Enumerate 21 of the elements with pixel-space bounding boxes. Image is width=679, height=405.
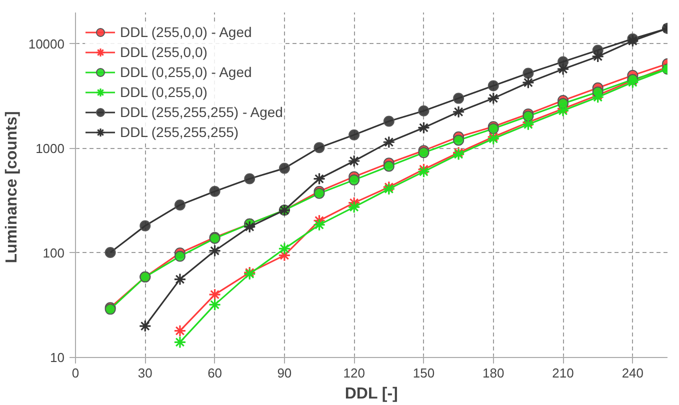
- legend-label: DDL (255,255,255): [120, 123, 239, 141]
- x-axis-title: DDL [-]: [344, 386, 398, 402]
- y-tick-label: 10000: [28, 36, 65, 52]
- y-tick-label: 100: [42, 245, 65, 260]
- x-tick-label: 180: [482, 366, 504, 380]
- legend-label: DDL (255,255,255) - Aged: [120, 103, 283, 121]
- x-tick-label: 150: [412, 366, 435, 380]
- legend-label: DDL (0,255,0): [120, 83, 208, 101]
- x-tick-label: 90: [277, 366, 292, 380]
- x-tick-label: 30: [138, 366, 152, 380]
- x-tick-label: 0: [72, 366, 80, 380]
- y-axis-title: Luminance [counts]: [3, 111, 20, 264]
- y-tick-label: 1000: [36, 140, 64, 156]
- x-tick-label: 240: [622, 366, 644, 380]
- legend-label: DDL (255,0,0) - Aged: [120, 23, 252, 41]
- legend-label: DDL (0,255,0) - Aged: [120, 63, 252, 81]
- x-tick-label: 210: [552, 366, 574, 380]
- x-tick-label: 120: [343, 366, 365, 380]
- legend-label: DDL (255,0,0): [120, 43, 208, 61]
- y-tick-label: 10: [50, 350, 65, 365]
- x-tick-label: 60: [208, 366, 222, 380]
